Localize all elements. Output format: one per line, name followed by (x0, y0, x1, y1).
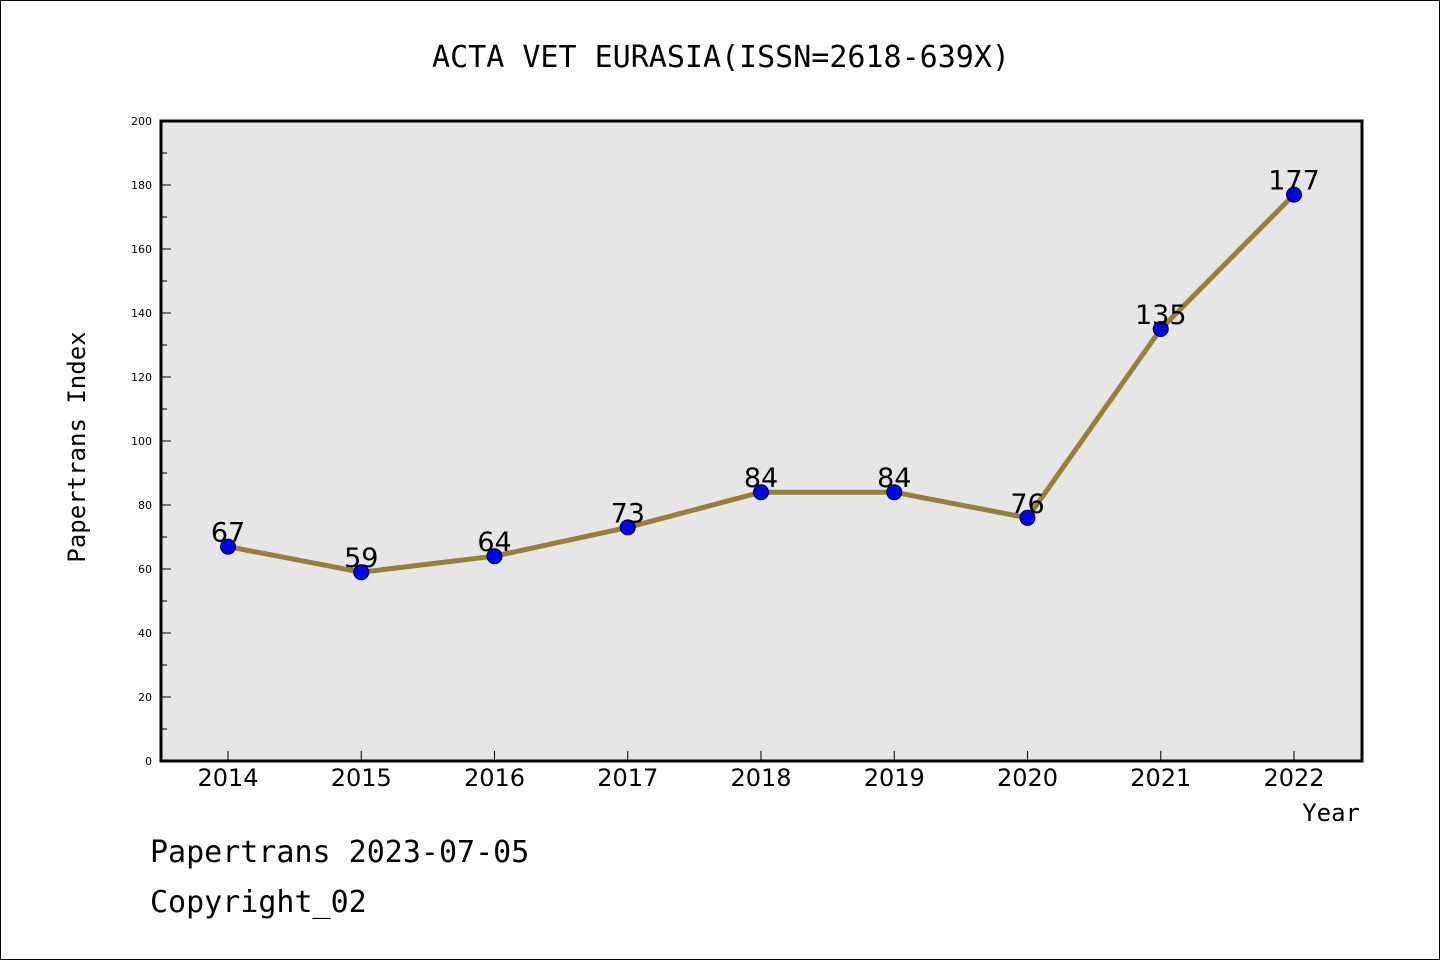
y-tick-label: 40 (138, 627, 152, 640)
x-tick-label: 2017 (597, 764, 658, 792)
data-label: 59 (344, 543, 378, 574)
x-axis-label: Year (1302, 799, 1360, 827)
data-point (353, 564, 370, 581)
y-axis-label: Papertrans Index (63, 331, 91, 562)
y-tick-label: 80 (138, 499, 152, 512)
data-label: 84 (877, 463, 911, 494)
y-tick-label: 60 (138, 563, 152, 576)
data-label: 84 (744, 463, 778, 494)
data-label: 177 (1268, 166, 1320, 197)
y-axis: 0 20 40 60 80 100 120 140 160 180 200 (131, 115, 171, 768)
y-tick-label: 120 (131, 371, 152, 384)
footer-source: Papertrans 2023-07-05 (150, 835, 530, 870)
data-point (1152, 321, 1169, 337)
x-tick-label: 2020 (997, 764, 1058, 792)
data-label: 73 (611, 498, 645, 529)
y-tick-label: 100 (131, 435, 152, 448)
plot-area (159, 119, 1364, 763)
data-point (1019, 509, 1036, 526)
y-tick-label: 200 (131, 115, 152, 128)
data-label: 76 (1010, 489, 1044, 520)
series-group: 67 59 64 73 84 84 76 135 177 (211, 166, 1320, 581)
x-tick-label: 2018 (730, 764, 791, 792)
x-tick-label: 2015 (331, 764, 392, 792)
y-tick-label: 140 (131, 307, 152, 320)
x-tick-label: 2016 (464, 764, 525, 792)
y-tick-label: 180 (131, 179, 152, 192)
data-label: 135 (1135, 300, 1187, 331)
data-point (1286, 186, 1302, 203)
data-label: 64 (477, 527, 511, 558)
chart-title: ACTA VET EURASIA(ISSN=2618-639X) (432, 40, 1010, 75)
data-point (220, 538, 236, 555)
x-tick-label: 2022 (1263, 764, 1324, 792)
y-tick-label: 20 (138, 691, 152, 704)
data-point (619, 519, 636, 536)
footer-copyright: Copyright_02 (150, 885, 367, 920)
data-point (886, 484, 903, 501)
x-tick-label: 2014 (197, 764, 258, 792)
data-point (486, 548, 503, 565)
y-tick-label: 160 (131, 243, 152, 256)
x-axis: 2014 2015 2016 2017 2018 2019 2020 2021 2022 (197, 751, 1325, 792)
data-point (753, 484, 769, 501)
x-tick-label: 2021 (1130, 764, 1191, 792)
data-label: 67 (211, 518, 245, 549)
y-tick-label: 0 (145, 755, 152, 768)
x-tick-label: 2019 (864, 764, 925, 792)
